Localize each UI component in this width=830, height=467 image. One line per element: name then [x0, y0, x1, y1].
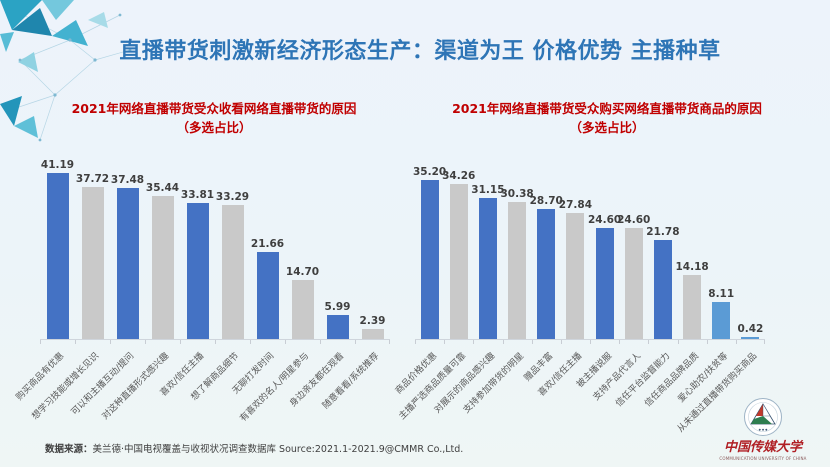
axis-tick — [180, 340, 181, 344]
axis-tick — [145, 340, 146, 344]
slide-title: 直播带货刺激新经济形态生产：渠道为王 价格优势 主播种草 — [119, 39, 721, 64]
bar-value-label: 34.26 — [442, 169, 476, 182]
bar — [326, 314, 349, 339]
bar-value-label: 24.60 — [587, 213, 622, 226]
cuc-logo: ◆ ◆ ◆ 中国传媒大学 COMMUNICATION UNIVERSITY OF… — [718, 397, 808, 461]
axis-tick — [502, 340, 504, 344]
svg-text:◆ ◆ ◆: ◆ ◆ ◆ — [759, 427, 769, 431]
axis-tick — [320, 340, 321, 344]
bar — [291, 279, 314, 339]
left-bar-chart-plot: 41.19 37.72 37.48 35.44 33.81 33.29 21.66 14.70… — [40, 158, 390, 344]
right-chart-title: 2021年网络直播带货受众购买网络直播带货商品的原因 （多选占比） — [408, 99, 806, 138]
bar-value-label: 35.20 — [412, 165, 447, 178]
axis-tick — [389, 340, 390, 344]
axis-tick — [706, 340, 708, 344]
axis-tick — [619, 340, 621, 344]
cuc-seal-icon: ◆ ◆ ◆ — [744, 397, 782, 436]
bar-value-label: 8.11 — [708, 288, 735, 301]
axis-tick — [215, 340, 216, 344]
left-chart-title: 2021年网络直播带货受众收看网络直播带货的原因 （多选占比） — [28, 99, 400, 138]
right-bar-chart-plot: 35.20 34.26 31.15 30.38 28.70 27.84 24.60 24.60… — [413, 158, 765, 344]
axis-tick — [531, 340, 533, 344]
bar — [46, 173, 69, 339]
bar-value-label: 30.38 — [500, 187, 534, 200]
bar — [683, 274, 702, 339]
left-chart-category-axis: 购买商品有优惠 想学习技能或增长见识 可以和主播互动/提问 对这种直播形式感兴趣 喜欢/… — [15, 344, 390, 444]
bar — [537, 209, 556, 339]
bar — [81, 187, 104, 339]
bar-value-label: 33.29 — [215, 191, 250, 204]
axis-tick — [110, 340, 111, 344]
axis-tick — [75, 340, 76, 344]
right-chart-title-line1: 2021年网络直播带货受众购买网络直播带货商品的原因 — [452, 101, 762, 116]
bar — [478, 198, 497, 339]
bar — [186, 203, 209, 339]
axis-tick — [677, 340, 679, 344]
bar-value-label: 21.78 — [646, 226, 680, 239]
bar-value-label: 5.99 — [324, 300, 351, 313]
bar-value-label: 31.15 — [471, 184, 505, 197]
axis-tick — [415, 340, 416, 344]
bar — [508, 201, 527, 339]
axis-tick — [40, 340, 41, 344]
bar — [116, 188, 139, 339]
bar-value-label: 27.84 — [558, 199, 593, 212]
bar — [151, 196, 174, 339]
bar — [595, 227, 614, 339]
bar-value-label: 28.70 — [529, 195, 563, 208]
axis-tick — [764, 340, 765, 344]
bar-value-label: 14.18 — [675, 260, 709, 273]
bar-value-label: 24.60 — [617, 213, 651, 226]
cuc-logo-name: 中国传媒大学 — [723, 439, 802, 455]
bar-value-label: 37.48 — [110, 174, 145, 187]
bar-value-label: 0.42 — [737, 323, 764, 335]
data-source-text: 美兰德·中国电视覆盖与收视状况调查数据库 Source:2021.1-2021.… — [92, 444, 464, 455]
bar — [256, 251, 279, 339]
axis-tick — [560, 340, 562, 344]
bar — [420, 179, 439, 339]
right-chart-category-axis: 商品价格优惠 主播严选商品质量可靠 对展示的商品感兴趣 支持参加带货的明星 赠品丰富 喜欢… — [394, 344, 765, 444]
axis-tick — [648, 340, 650, 344]
axis-tick — [355, 340, 356, 344]
bar-value-label: 14.70 — [285, 265, 320, 278]
cuc-logo-caption: COMMUNICATION UNIVERSITY OF CHINA — [719, 456, 807, 461]
axis-tick — [444, 340, 446, 344]
bar — [566, 213, 585, 339]
axis-tick — [285, 340, 286, 344]
data-source-label: 数据来源： — [45, 444, 93, 455]
bar — [624, 227, 643, 339]
bar-value-label: 33.81 — [180, 189, 215, 202]
bar — [653, 240, 672, 339]
bar — [449, 183, 468, 339]
bar-value-label: 21.66 — [250, 237, 285, 250]
bar — [712, 302, 731, 339]
bar — [361, 329, 384, 339]
left-chart-title-line1: 2021年网络直播带货受众收看网络直播带货的原因 — [71, 101, 357, 116]
bar-value-label: 41.19 — [40, 159, 75, 172]
bar — [221, 205, 244, 339]
bar-value-label: 2.39 — [359, 315, 386, 328]
right-chart-title-line2: （多选占比） — [569, 120, 645, 136]
bar-value-label: 37.72 — [75, 173, 110, 186]
axis-tick — [250, 340, 251, 344]
axis-tick — [473, 340, 475, 344]
axis-tick — [735, 340, 737, 344]
bar — [741, 337, 760, 339]
left-chart-title-line2: （多选占比） — [176, 120, 252, 136]
data-source-note: 数据来源：美兰德·中国电视覆盖与收视状况调查数据库 Source:2021.1-… — [45, 441, 463, 455]
bar-value-label: 35.44 — [145, 182, 180, 195]
axis-tick — [590, 340, 591, 344]
